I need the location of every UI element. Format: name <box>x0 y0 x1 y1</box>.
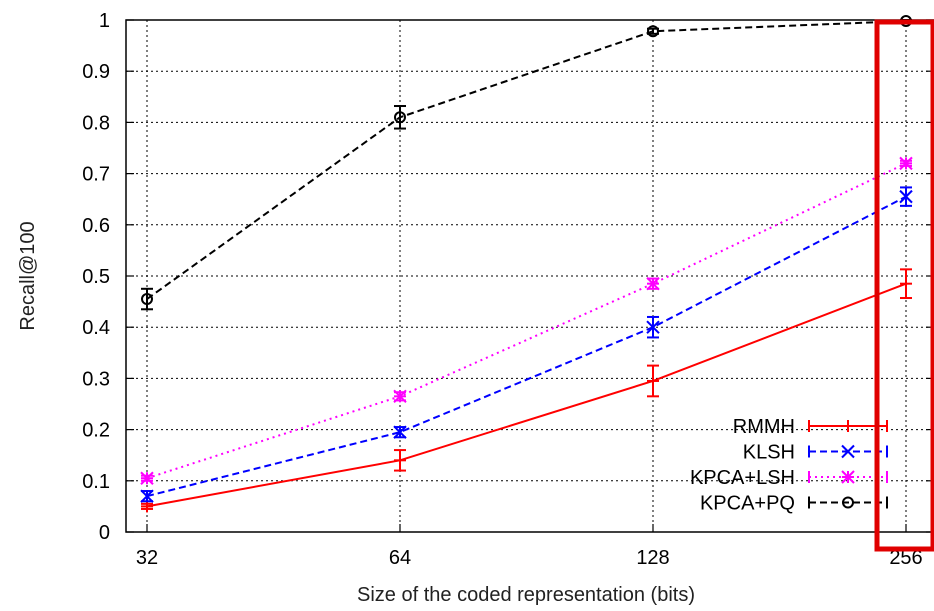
y-tick-label: 0.3 <box>82 368 110 390</box>
series-kpca-pq <box>141 15 912 311</box>
data-point <box>393 389 407 404</box>
data-point <box>646 276 660 291</box>
series-rmmh <box>141 268 912 513</box>
legend-item-rmmh: RMMH <box>733 416 888 438</box>
axis-ticks: 0 0.1 0.2 0.3 0.4 0.5 0.6 0.7 0.8 0.9 1 32 64 128 256 <box>82 10 934 569</box>
y-tick-label: 0.6 <box>82 215 110 237</box>
y-tick-label: 0.1 <box>82 471 110 493</box>
series-kpca-lsh <box>140 156 913 485</box>
legend-marker <box>841 444 855 459</box>
legend-marker <box>841 470 855 484</box>
series-line <box>146 162 907 480</box>
data-point <box>899 189 913 204</box>
data-point <box>140 471 154 485</box>
data-point <box>141 293 153 306</box>
y-tick-label: 0.8 <box>82 112 110 134</box>
y-tick-label: 0.9 <box>82 61 110 83</box>
grid-lines <box>126 20 934 532</box>
legend-item-kpca-lsh: KPCA+LSH <box>690 467 888 489</box>
legend: RMMH KLSH KPCA+LSH KPCA+PQ <box>690 416 888 515</box>
data-point <box>394 111 406 124</box>
y-tick-label: 0.5 <box>82 266 110 288</box>
highlight-box <box>874 19 934 552</box>
legend-label: KLSH <box>743 442 795 464</box>
y-tick-label: 0.7 <box>82 164 110 186</box>
legend-item-kpca-pq: KPCA+PQ <box>700 493 888 515</box>
series-klsh <box>140 186 913 503</box>
legend-label: KPCA+PQ <box>700 493 795 515</box>
x-tick-label: 128 <box>636 547 669 569</box>
legend-label: RMMH <box>733 416 795 438</box>
series-line <box>146 195 907 498</box>
y-tick-label: 1 <box>99 10 110 32</box>
y-tick-label: 0.4 <box>82 317 110 339</box>
legend-label: KPCA+LSH <box>690 467 795 489</box>
y-tick-label: 0 <box>99 522 110 544</box>
data-point <box>646 320 660 334</box>
data-point <box>647 25 659 38</box>
x-tick-label: 32 <box>136 547 158 569</box>
data-point <box>393 425 407 439</box>
x-axis-label: Size of the coded representation (bits) <box>357 584 695 606</box>
data-point <box>140 489 154 503</box>
data-point <box>899 156 913 171</box>
series-line <box>146 20 907 300</box>
y-axis-label: Recall@100 <box>17 221 39 330</box>
legend-marker <box>842 496 854 509</box>
series-line <box>146 282 907 508</box>
series-layer <box>140 15 913 513</box>
x-tick-label: 64 <box>389 547 411 569</box>
x-tick-label: 256 <box>889 547 922 569</box>
y-tick-label: 0.2 <box>82 420 110 442</box>
legend-item-klsh: KLSH <box>743 442 888 464</box>
